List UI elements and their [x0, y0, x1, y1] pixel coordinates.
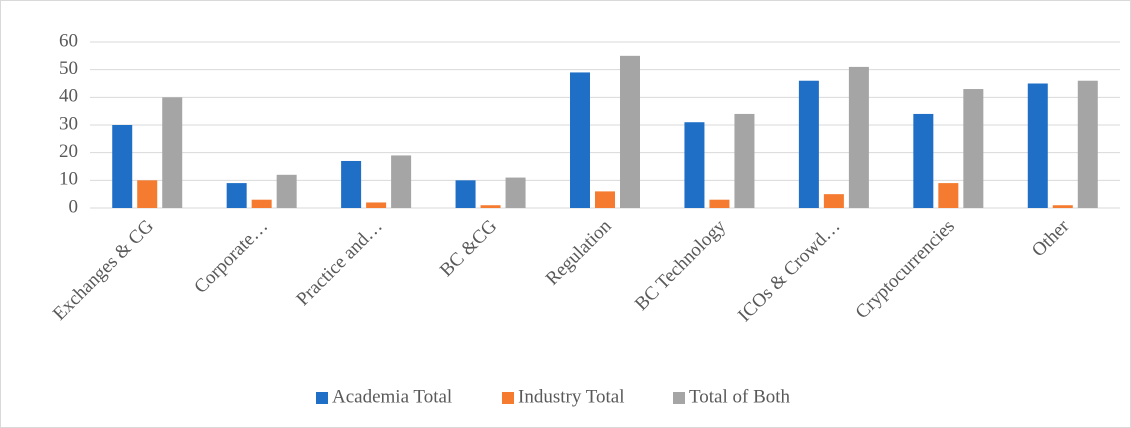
legend-label: Academia Total — [332, 386, 452, 407]
bar — [1027, 83, 1048, 208]
bar — [1077, 80, 1098, 208]
legend-swatch — [502, 392, 514, 404]
y-tick-label: 60 — [59, 30, 78, 51]
legend-swatch — [316, 392, 328, 404]
bar — [341, 160, 362, 208]
bar — [112, 125, 133, 208]
legend-label: Industry Total — [518, 386, 625, 407]
y-tick-label: 30 — [59, 113, 78, 134]
bar — [480, 205, 501, 208]
bar — [505, 177, 526, 208]
bar — [226, 183, 247, 208]
bar — [366, 202, 387, 208]
bar — [137, 180, 158, 208]
bar — [823, 194, 844, 208]
bar — [684, 122, 705, 208]
bar — [251, 199, 272, 208]
legend-swatch — [673, 392, 685, 404]
y-tick-label: 20 — [59, 141, 78, 162]
y-tick-label: 0 — [69, 196, 79, 217]
bar — [734, 113, 755, 208]
bar — [276, 174, 297, 208]
bar — [391, 155, 412, 208]
bar — [1052, 205, 1073, 208]
bar — [938, 183, 959, 208]
y-tick-label: 50 — [59, 58, 78, 79]
y-tick-label: 10 — [59, 169, 78, 190]
bar — [913, 113, 934, 208]
bar — [620, 55, 640, 209]
bar — [570, 72, 590, 208]
bar — [595, 191, 615, 208]
bar — [709, 199, 730, 208]
bar — [963, 89, 984, 208]
bar — [162, 97, 183, 208]
bar — [455, 180, 476, 208]
y-tick-label: 40 — [59, 86, 78, 107]
bar — [798, 80, 819, 208]
legend-label: Total of Both — [689, 386, 791, 407]
bar — [848, 66, 869, 209]
